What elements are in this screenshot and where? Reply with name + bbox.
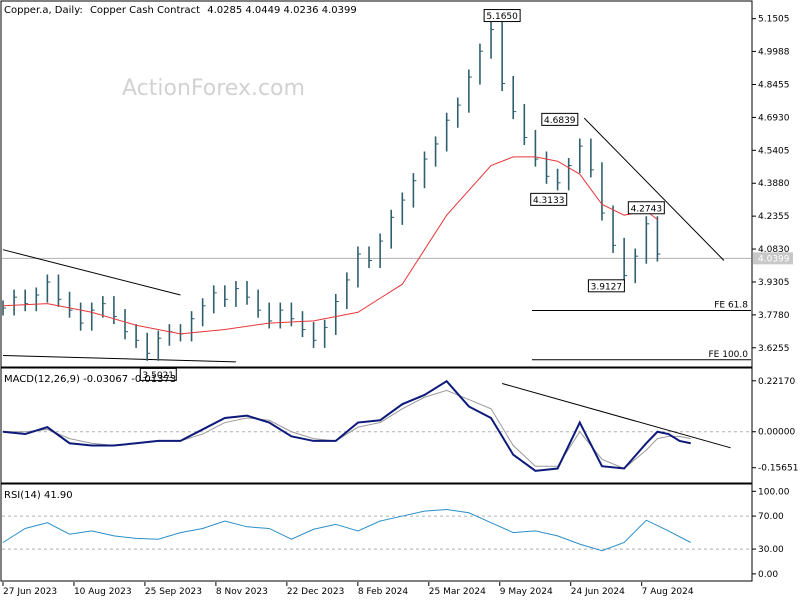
price-y-tick-label: 3.9305: [758, 278, 790, 288]
price-y-tick-label: 4.8455: [758, 81, 790, 91]
price-y-tick-label: 4.6930: [758, 113, 790, 123]
x-tick-label: 22 Dec 2023: [287, 587, 345, 597]
axes: 5.1505 4.9988 4.8455 4.6930 4.5405 4.3880 4.23…: [2, 15, 798, 597]
x-tick-label: 8 Nov 2023: [216, 587, 268, 597]
price-y-tick-label: 4.0830: [758, 245, 790, 255]
header-contract: Copper Cash Contract: [90, 5, 200, 16]
macd-title: MACD(12,26,9) -0.03067 -0.01373: [4, 374, 176, 385]
fib-level-label: FE 100.0: [709, 350, 749, 360]
price-y-tick-label: 3.6255: [758, 344, 790, 354]
macd-y-tick-label: 0.00000: [758, 428, 795, 438]
price-level-label-box: [541, 112, 579, 126]
x-tick-label: 24 Jun 2024: [571, 587, 625, 597]
price-trendline: [2, 354, 236, 363]
x-tick-label: 7 Aug 2024: [642, 587, 694, 597]
last-price-tag: [753, 252, 793, 265]
price-trendline: [583, 117, 725, 261]
rsi-y-tick-label: 100.00: [758, 487, 790, 497]
rsi-plot: [2, 508, 751, 552]
price-level-label: 3.5021: [143, 371, 175, 381]
price-level-label-box: [530, 192, 568, 206]
macd-line: [2, 379, 691, 472]
price-level-label-box: [139, 367, 177, 381]
x-tick-label: 9 May 2024: [500, 587, 553, 597]
price-y-tick-label: 3.7780: [758, 311, 790, 321]
macd-y-tick-label: 0.22170: [758, 377, 795, 387]
price-plot: FE 61.8 FE 100.0 5.1650 4.6839 4.3133 4.2743 3…: [2, 9, 751, 381]
rsi-y-tick-label: 70.00: [758, 512, 784, 522]
x-tick-label: 25 Sep 2023: [145, 587, 202, 597]
price-y-tick-label: 4.9988: [758, 47, 790, 57]
price-y-tick-label: 4.2355: [758, 212, 790, 222]
x-tick-label: 25 Mar 2024: [429, 587, 486, 597]
price-panel-frame: [0, 0, 753, 368]
price-level-label: 5.1650: [486, 12, 518, 22]
price-y-tick-label: 4.3880: [758, 179, 790, 189]
x-tick-label: 8 Feb 2024: [358, 587, 409, 597]
price-level-label: 3.9127: [591, 282, 623, 292]
price-trendline: [2, 249, 181, 296]
header-instrument: Copper.a, Daily: Copper Cash Contract 4.…: [4, 5, 357, 16]
header-ohlc: 4.0285 4.0449 4.0236 4.0399: [207, 5, 357, 16]
macd-plot: [2, 379, 751, 472]
x-tick-label: 10 Aug 2023: [74, 587, 132, 597]
price-level-label-box: [627, 201, 665, 215]
price-y-tick-label: 4.5405: [758, 146, 790, 156]
rsi-panel-frame: [0, 483, 753, 582]
rsi-y-tick-label: 30.00: [758, 545, 784, 555]
macd-trendline: [501, 383, 731, 449]
price-level-label-box: [483, 9, 521, 23]
x-tick-label: 27 Jun 2023: [3, 587, 57, 597]
price-level-label: 4.3133: [533, 196, 565, 206]
rsi-title: RSI(14) 41.90: [4, 490, 73, 501]
price-y-tick-label: 5.1505: [758, 15, 790, 25]
macd-y-tick-label: -0.15651: [758, 464, 798, 474]
fib-level-label: FE 61.8: [714, 301, 748, 311]
rsi-y-tick-label: 0.00: [758, 570, 778, 580]
rsi-line: [2, 508, 691, 552]
header-instrument-name: Copper.a, Daily:: [4, 5, 83, 16]
macd-panel-frame: [0, 367, 753, 484]
price-level-label: 4.2743: [631, 204, 663, 214]
last-price-tag-label: 4.0399: [758, 254, 790, 264]
price-level-label: 4.6839: [544, 116, 576, 126]
watermark-text: ActionForex.com: [122, 76, 305, 101]
moving-average-line: [2, 156, 658, 335]
price-level-label-box: [587, 279, 625, 293]
